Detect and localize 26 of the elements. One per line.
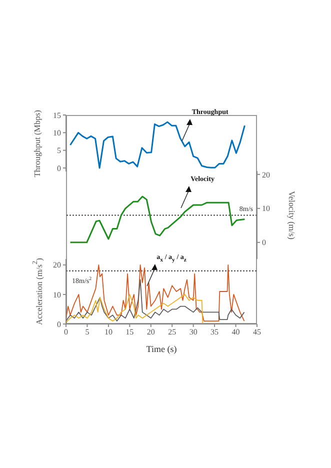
y2-tick-label: 20: [262, 170, 270, 179]
x-tick-label: 35: [210, 328, 219, 337]
x-tick-label: 25: [168, 328, 176, 337]
y-tick-label: 10: [53, 128, 61, 138]
x-axis-title: Time (s): [146, 344, 177, 354]
y-tick-label: 15: [53, 110, 61, 120]
y2-tick-label: 10: [262, 204, 270, 213]
x-tick-label: 20: [146, 328, 155, 337]
y-tick-label: 5: [57, 146, 61, 156]
y-tick-label: 0: [57, 164, 61, 173]
y-tick-label: 10: [53, 290, 61, 300]
x-tick-label: 40: [232, 328, 240, 337]
x-tick-label: 10: [104, 328, 112, 337]
line-series: [66, 264, 245, 322]
line-series: [66, 279, 245, 322]
y2-axis-title: Velocity (m/s): [287, 190, 297, 239]
x-tick-label: 45: [253, 328, 261, 337]
x-tick-label: 0: [64, 328, 68, 337]
x-tick-label: 15: [126, 328, 134, 337]
y-axis-title: Throughput (Mbps): [32, 110, 42, 177]
x-tick-label: 30: [189, 328, 198, 337]
x-tick-label: 5: [85, 328, 90, 337]
y-tick-label: 0: [57, 320, 61, 329]
y-tick-label: 20: [53, 260, 61, 270]
y2-tick-label: 0: [262, 238, 266, 247]
line-series: [69, 121, 246, 169]
